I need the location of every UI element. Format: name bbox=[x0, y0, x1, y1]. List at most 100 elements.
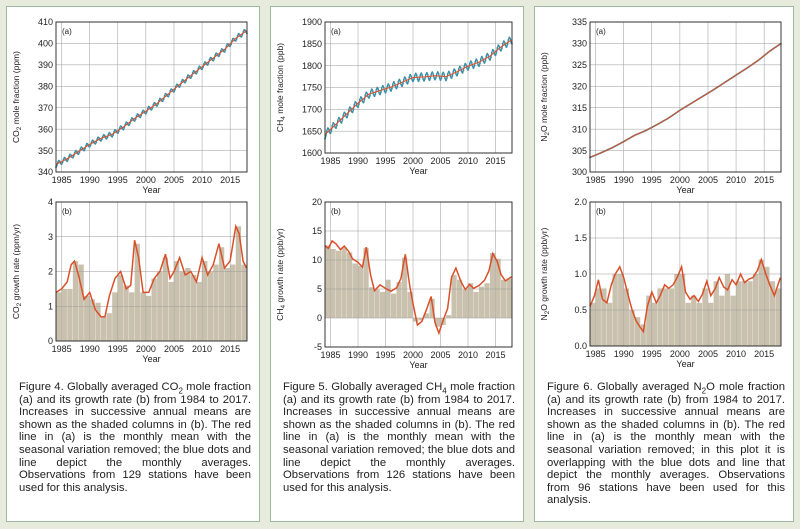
ch4-mole-fraction-monthly-dot bbox=[484, 59, 487, 62]
co2-mole-fraction-xtick-label: 2010 bbox=[192, 175, 212, 185]
ch4-mole-fraction-monthly-dot bbox=[390, 90, 392, 92]
co2-growth-rate-bar-2016 bbox=[235, 226, 242, 341]
n2o-mole-fraction-frame bbox=[589, 21, 782, 173]
ch4-mole-fraction-monthly-dot bbox=[475, 58, 478, 61]
ch4-mole-fraction-monthly-dot bbox=[419, 74, 422, 77]
ch4-mole-fraction-panel-tag: (a) bbox=[331, 27, 341, 36]
figure-panel-n2o: 300 305 310 315 320 325 330 335 1985 1990 1995 2000… bbox=[534, 6, 794, 522]
ch4-growth-rate-ylabel-rest: growth rate (ppb/yr) bbox=[275, 228, 285, 305]
co2-growth-rate-bar-1985 bbox=[61, 288, 67, 341]
ch4-growth-rate-ytick-label: 0 bbox=[317, 313, 322, 323]
ch4-mole-fraction-monthly-dot bbox=[414, 72, 417, 75]
n2o-growth-rate-xtick-label: 1985 bbox=[586, 349, 606, 359]
ch4-growth-rate-bar-1996 bbox=[391, 293, 397, 318]
ch4-mole-fraction-monthly-dot bbox=[439, 79, 442, 81]
co2-growth-rate-xtick-label: 2015 bbox=[220, 344, 240, 354]
co2-growth-rate-bar-1987 bbox=[72, 261, 79, 341]
n2o-growth-rate-ylabel-rest: O growth rate (ppb/yr) bbox=[539, 227, 549, 310]
caption-n2o-subscript: 2 bbox=[701, 386, 707, 396]
co2-growth-rate-bar-2004 bbox=[168, 281, 174, 341]
ch4-mole-fraction-monthly-dot bbox=[509, 37, 512, 40]
ch4-mole-fraction-monthly-dot bbox=[428, 79, 431, 82]
co2-growth-rate-bar-1988 bbox=[78, 264, 84, 341]
ch4-mole-fraction-monthly-dot bbox=[504, 44, 507, 47]
co2-growth-rate-ytick-label: 2 bbox=[48, 267, 53, 277]
co2-growth-rate-xtick-label: 2010 bbox=[192, 344, 212, 354]
n2o-growth-rate-bar-2014 bbox=[758, 259, 764, 346]
ch4-mole-fraction-monthly-dot bbox=[496, 47, 499, 49]
ch4-growth-rate-bar-1999 bbox=[407, 291, 413, 318]
n2o-growth-rate-ylabel-sub: 2 bbox=[544, 310, 551, 314]
co2-growth-rate-bar-2012 bbox=[213, 264, 219, 341]
ch4-mole-fraction-monthly-dot bbox=[373, 95, 376, 98]
co2-mole-fraction-ytick-label: 400 bbox=[38, 39, 53, 49]
co2-growth-rate-chart: 0 1 2 3 4 1985 1990 1995 2000 2005 2010 2015 (b) Year… bbox=[11, 197, 248, 364]
co2-growth-rate-bar-2014 bbox=[224, 268, 230, 341]
n2o-growth-rate-bar-2007 bbox=[719, 295, 725, 346]
ch4-mole-fraction-monthly-dot bbox=[399, 80, 402, 82]
ch4-mole-fraction-monthly-dot bbox=[347, 109, 350, 111]
ch4-mole-fraction-monthly-dot bbox=[325, 130, 328, 132]
ch4-mole-fraction-monthly-dot bbox=[329, 132, 332, 135]
co2-mole-fraction-monthly-dot bbox=[223, 51, 226, 53]
caption-ch4-subscript: 4 bbox=[442, 386, 447, 396]
co2-mole-fraction-monthly-dot bbox=[60, 163, 63, 166]
n2o-mole-fraction-ytick-label: 300 bbox=[572, 167, 587, 177]
ch4-mole-fraction-monthly-dot bbox=[448, 72, 451, 74]
co2-mole-fraction-xtick-label: 2015 bbox=[220, 175, 240, 185]
ch4-mole-fraction-monthly-dot bbox=[372, 93, 375, 96]
ch4-growth-rate-bar-1994 bbox=[380, 291, 386, 318]
co2-mole-fraction-xtick-label: 1995 bbox=[108, 175, 128, 185]
ch4-mole-fraction-frame bbox=[324, 21, 513, 154]
co2-growth-rate-bar-1997 bbox=[129, 292, 135, 341]
n2o-growth-rate-bar-2005 bbox=[707, 302, 714, 346]
ch4-mole-fraction-monthly-dot bbox=[352, 108, 355, 111]
ch4-mole-fraction-monthly-dot bbox=[357, 106, 359, 108]
n2o-growth-rate-ylabel-main: N bbox=[539, 314, 549, 320]
ch4-growth-rate-xtick-label: 1990 bbox=[348, 350, 368, 360]
ch4-growth-rate-bar-2015 bbox=[495, 258, 501, 318]
ch4-mole-fraction-monthly-dot bbox=[358, 98, 361, 101]
ch4-growth-rate-ytick-label: 10 bbox=[312, 255, 322, 265]
ch4-mole-fraction-monthly-dot bbox=[460, 70, 463, 73]
co2-mole-fraction-deseasonalized-line bbox=[55, 30, 247, 166]
ch4-mole-fraction-monthly-dot bbox=[483, 62, 486, 64]
ch4-mole-fraction-monthly-dot bbox=[444, 77, 446, 80]
co2-mole-fraction-frame bbox=[55, 21, 248, 173]
ch4-mole-fraction-monthly-dot bbox=[377, 88, 380, 91]
n2o-growth-rate-bar-1985 bbox=[595, 288, 601, 346]
ch4-charts: 1600 1650 1700 1750 1800 1850 1900 1985 1990 1995… bbox=[275, 17, 513, 370]
ch4-growth-rate-bar-2009 bbox=[462, 289, 468, 318]
n2o-mole-fraction-ylabel-main: N bbox=[539, 136, 549, 142]
co2-growth-rate-ylabel-main: CO bbox=[11, 306, 21, 319]
ch4-mole-fraction-monthly-dot bbox=[358, 103, 360, 106]
ch4-mole-fraction-monthly-dot bbox=[375, 88, 378, 91]
n2o-growth-rate-bar-1991 bbox=[629, 310, 635, 346]
ch4-mole-fraction-monthly-dot bbox=[423, 80, 425, 82]
n2o-growth-rate-bar-2010 bbox=[736, 281, 742, 346]
ch4-mole-fraction-monthly-dot bbox=[449, 75, 452, 78]
co2-growth-rate-panel-tag: (b) bbox=[62, 207, 72, 216]
figure-panel-co2: 340 350 360 370 380 390 400 410 1985 1990 1995 2000… bbox=[6, 6, 260, 522]
ch4-mole-fraction-monthly-dot bbox=[494, 54, 497, 57]
ch4-mole-fraction-monthly-dot bbox=[402, 78, 405, 81]
ch4-mole-fraction-monthly-dot bbox=[506, 43, 509, 46]
n2o-mole-fraction-xtick-label: 1990 bbox=[614, 175, 634, 185]
co2-growth-rate-xtick-label: 1995 bbox=[108, 344, 128, 354]
caption-n2o: Figure 6. Globally averaged N2O mole fra… bbox=[547, 381, 785, 507]
co2-mole-fraction-ylabel-sub: 2 bbox=[16, 126, 23, 130]
n2o-growth-rate-ytick-label: 1.0 bbox=[574, 269, 587, 279]
ch4-growth-rate-bar-1988 bbox=[347, 252, 353, 318]
ch4-growth-rate-bar-2011 bbox=[473, 291, 479, 318]
ch4-mole-fraction-monthly-dot bbox=[481, 57, 484, 60]
ch4-mole-fraction-monthly-dot bbox=[382, 86, 385, 89]
ch4-mole-fraction-monthly-dot bbox=[364, 94, 367, 96]
n2o-growth-rate-xtick-label: 2005 bbox=[698, 349, 718, 359]
ch4-mole-fraction-monthly-dot bbox=[370, 88, 373, 91]
ch4-mole-fraction-monthly-dot bbox=[363, 98, 366, 101]
co2-mole-fraction-ytick-label: 350 bbox=[38, 146, 53, 156]
ch4-mole-fraction-monthly-dot bbox=[336, 124, 338, 127]
ch4-mole-fraction-monthly-dot bbox=[401, 85, 403, 88]
ch4-growth-rate-bar-2003 bbox=[429, 298, 435, 318]
co2-mole-fraction-monthly-dot bbox=[150, 109, 153, 111]
